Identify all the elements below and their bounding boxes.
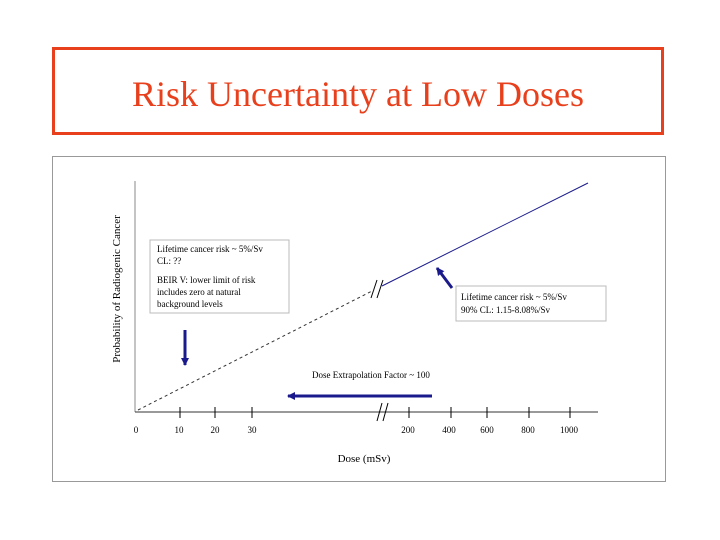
left-annotation-line: CL: ??: [157, 256, 181, 266]
x-tick-label: 30: [248, 425, 258, 435]
left-annotation-line: Lifetime cancer risk ~ 5%/Sv: [157, 244, 263, 254]
x-tick-label: 20: [211, 425, 221, 435]
left-annotation-line: includes zero at natural: [157, 287, 241, 297]
right-annotation-line: Lifetime cancer risk ~ 5%/Sv: [461, 292, 567, 302]
x-tick-label: 1000: [560, 425, 579, 435]
x-axis-break-mark: [376, 402, 383, 422]
x-tick-label: 800: [521, 425, 535, 435]
x-axis-title: Dose (mSv): [338, 453, 391, 465]
x-tick-label: 600: [480, 425, 494, 435]
slide-title: Risk Uncertainty at Low Doses: [132, 74, 584, 114]
left-annotation-line: background levels: [157, 299, 223, 309]
diagonal-arrow: [435, 267, 454, 289]
left-annotation-line: BEIR V: lower limit of risk: [157, 275, 256, 285]
x-axis-break-mark: [382, 402, 389, 422]
line-break-mark: [370, 279, 378, 299]
solid-risk-line: [381, 182, 589, 287]
y-axis-title: Probability of Radiogenic Cancer: [111, 215, 123, 363]
x-tick-label: 0: [134, 425, 139, 435]
x-tick-label: 10: [175, 425, 185, 435]
extrapolation-label: Dose Extrapolation Factor ~ 100: [312, 370, 430, 380]
line-break-mark: [376, 279, 384, 299]
right-annotation-line: 90% CL: 1.15-8.08%/Sv: [461, 305, 550, 315]
right-annotation-box: [455, 285, 607, 322]
dashed-extrapolation-line: [137, 289, 375, 411]
x-tick-label: 200: [401, 425, 415, 435]
title-box: Risk Uncertainty at Low Doses: [52, 47, 664, 135]
left-annotation-box: [149, 239, 290, 314]
x-tick-label: 400: [442, 425, 456, 435]
chart-frame: [52, 156, 666, 482]
